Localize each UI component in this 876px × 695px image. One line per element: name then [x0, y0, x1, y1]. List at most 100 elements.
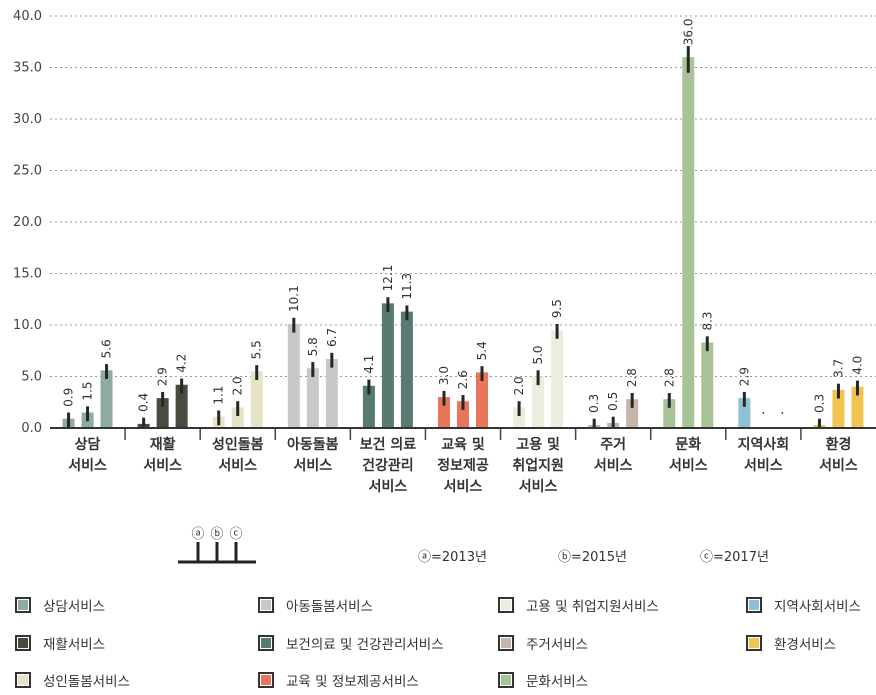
category-label: 보건 의료 — [360, 436, 417, 453]
data-label: 3.0 — [437, 366, 451, 385]
data-label: 2.9 — [737, 367, 751, 386]
category-label: 서비스 — [218, 458, 257, 474]
category-label: 주거 — [600, 437, 626, 453]
year-note: ⓐ=2013년 — [418, 550, 487, 565]
category-label: 서비스 — [369, 479, 408, 495]
bar-chart: 0.0 5.0 10.0 15.0 20.0 25.0 30.0 35.0 40.0 0.9 1.5… — [13, 9, 876, 565]
bar — [701, 342, 714, 428]
bar — [156, 398, 169, 428]
category-label: 환경 — [826, 436, 852, 453]
legend-label: 재활서비스 — [43, 637, 106, 653]
legend-swatch — [746, 597, 762, 613]
legend-item: 환경서비스 — [746, 632, 836, 654]
legend-label: 주거서비스 — [526, 637, 589, 653]
category-label: 상담 — [75, 436, 101, 453]
category-label: 서비스 — [68, 458, 107, 474]
category-label: 서비스 — [669, 458, 708, 474]
category-label: 서비스 — [594, 458, 633, 474]
category-label: 서비스 — [744, 458, 783, 474]
year-marker: ⓒ — [229, 527, 242, 542]
legend-item: 재활서비스 — [15, 632, 105, 654]
bar — [832, 389, 845, 428]
legend-item: 아동돌봄서비스 — [258, 594, 373, 616]
data-label: 9.5 — [550, 299, 564, 318]
data-label: 11.3 — [400, 273, 414, 300]
bar — [175, 384, 188, 428]
year-note: ⓑ=2015년 — [558, 550, 627, 565]
bar — [381, 303, 394, 428]
category-label: 고용 및 — [516, 436, 560, 453]
legend-swatch — [498, 672, 514, 688]
category-label: 취업지원 — [512, 458, 564, 474]
data-label: 12.1 — [381, 265, 395, 292]
data-label: 5.5 — [250, 340, 264, 359]
bar — [551, 330, 564, 428]
legend-swatch — [15, 672, 31, 688]
bar — [100, 370, 113, 428]
data-label: 0.5 — [606, 392, 620, 411]
bar — [250, 371, 263, 428]
legend-label: 보건의료 및 건강관리서비스 — [286, 637, 444, 653]
bar — [362, 385, 375, 428]
year-note: ⓒ=2017년 — [700, 550, 769, 565]
legend-item: 상담서비스 — [15, 594, 105, 616]
bar — [532, 376, 545, 428]
data-label: 3.7 — [831, 359, 845, 378]
bar — [851, 386, 864, 428]
legend-label: 고용 및 취업지원서비스 — [526, 599, 659, 615]
legend-swatch — [258, 597, 274, 613]
legend-item: 주거서비스 — [498, 632, 588, 654]
category-label: 서비스 — [519, 479, 558, 495]
data-label: 4.1 — [362, 355, 376, 374]
category-label: 서비스 — [143, 458, 182, 474]
bar — [663, 399, 676, 428]
legend-label: 환경서비스 — [774, 637, 837, 653]
bar — [438, 397, 450, 428]
category-label: 정보제공 — [437, 457, 489, 474]
y-tick-label: 25.0 — [13, 164, 42, 179]
category-label: 문화 — [675, 437, 701, 453]
bar — [231, 407, 244, 428]
y-tick-label: 30.0 — [13, 112, 42, 127]
legend-item: 문화서비스 — [498, 669, 588, 691]
year-marker: ⓐ — [191, 527, 204, 542]
data-label: 8.3 — [700, 311, 714, 330]
y-tick-label: 15.0 — [13, 267, 42, 282]
data-label: 10.1 — [287, 285, 301, 312]
legend-swatch — [15, 597, 31, 613]
data-label: 0.9 — [62, 388, 76, 407]
bar — [457, 401, 469, 428]
y-tick-label: 0.0 — [21, 421, 42, 436]
bar — [626, 399, 639, 428]
y-tick-label: 35.0 — [13, 61, 42, 76]
data-label: 0.3 — [812, 394, 826, 413]
category-label: 성인돌봄 — [212, 436, 264, 453]
legend-label: 아동돌봄서비스 — [286, 599, 373, 615]
data-label: 2.0 — [512, 376, 526, 395]
data-label: 5.0 — [531, 345, 545, 364]
bar — [682, 57, 695, 428]
bar — [325, 358, 338, 428]
legend-item: 보건의료 및 건강관리서비스 — [258, 632, 444, 654]
y-tick-label: 10.0 — [13, 318, 42, 333]
legend-swatch — [258, 635, 274, 651]
category-label: 교육 및 — [441, 436, 485, 453]
legend-item: 지역사회서비스 — [746, 594, 861, 616]
category-label: 서비스 — [819, 458, 858, 474]
data-label: 1.5 — [81, 381, 95, 400]
data-label: 2.0 — [231, 376, 245, 395]
bar — [513, 407, 526, 428]
data-label: 36.0 — [681, 18, 695, 45]
category-label: 건강관리 — [362, 457, 414, 474]
category-label: 재활 — [150, 436, 176, 453]
data-label: 1.1 — [212, 386, 226, 405]
legend-label: 성인돌봄서비스 — [43, 674, 130, 690]
legend-label: 교육 및 정보제공서비스 — [286, 674, 419, 690]
legend-swatch — [498, 597, 514, 613]
category-label: 서비스 — [444, 479, 483, 495]
data-label: 4.0 — [850, 356, 864, 375]
category-label: 지역사회 — [738, 436, 790, 453]
y-tick-label: 5.0 — [21, 370, 42, 385]
legend-item: 성인돌봄서비스 — [15, 669, 130, 691]
